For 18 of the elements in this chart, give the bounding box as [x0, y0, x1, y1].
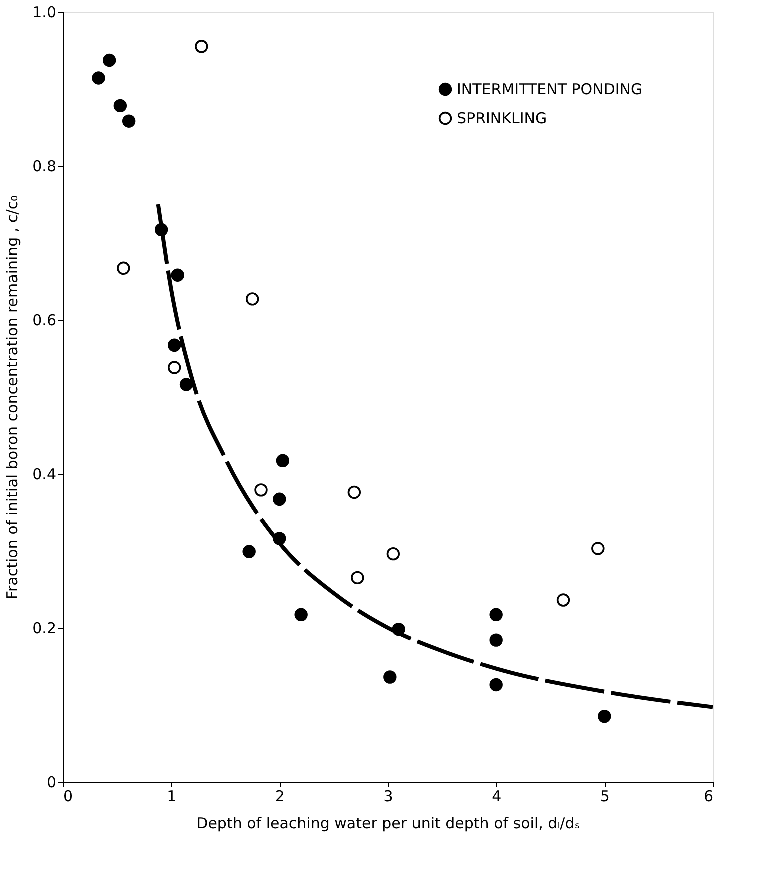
y-tick-label: 0: [46, 774, 56, 792]
y-tick-label: 0.2: [32, 620, 56, 638]
y-tick-label: 0.4: [32, 466, 56, 484]
x-tick-label: 5: [600, 788, 610, 806]
x-tick-label: 2: [275, 788, 285, 806]
x-tick-label: 6: [704, 788, 714, 806]
y-tick-label: 0.6: [32, 312, 56, 330]
legend-label: INTERMITTENT PONDING: [457, 80, 643, 98]
line-series: [156, 202, 715, 710]
y-tick-label: 1.0: [32, 4, 56, 22]
x-tick-label: 4: [492, 788, 502, 806]
x-tick-label: 3: [384, 788, 394, 806]
x-axis-title: Depth of leaching water per unit depth of soil, dₗ/dₛ: [196, 814, 580, 832]
x-tick-label: 1: [167, 788, 177, 806]
y-axis-title: Fraction of initial boron concentration remaining , c/c₀: [4, 195, 22, 600]
x-tick-label: 0: [64, 788, 74, 806]
legend-label: SPRINKLING: [457, 110, 548, 128]
y-tick-label: 0.8: [32, 158, 56, 176]
